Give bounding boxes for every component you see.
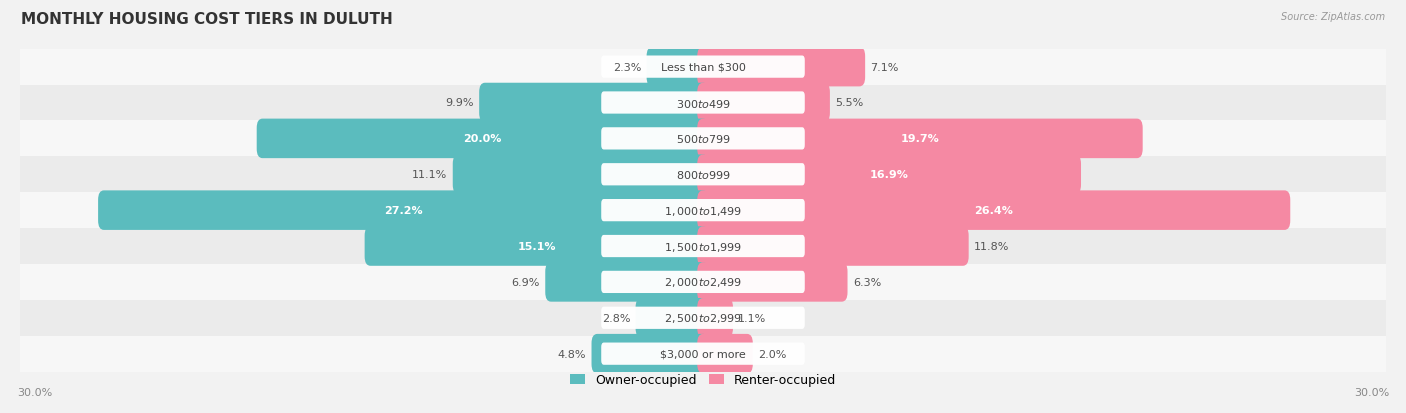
Text: 9.9%: 9.9% bbox=[446, 98, 474, 108]
Text: MONTHLY HOUSING COST TIERS IN DULUTH: MONTHLY HOUSING COST TIERS IN DULUTH bbox=[21, 12, 392, 27]
Bar bbox=[20, 336, 1386, 372]
Text: 6.3%: 6.3% bbox=[853, 277, 882, 287]
FancyBboxPatch shape bbox=[602, 92, 804, 114]
FancyBboxPatch shape bbox=[697, 191, 1291, 230]
FancyBboxPatch shape bbox=[697, 298, 733, 338]
FancyBboxPatch shape bbox=[602, 56, 804, 78]
Bar bbox=[20, 50, 1386, 85]
Text: 30.0%: 30.0% bbox=[17, 387, 52, 397]
Text: 4.8%: 4.8% bbox=[558, 349, 586, 359]
Text: Less than $300: Less than $300 bbox=[661, 62, 745, 72]
Text: 15.1%: 15.1% bbox=[517, 242, 555, 252]
Text: 16.9%: 16.9% bbox=[870, 170, 908, 180]
FancyBboxPatch shape bbox=[592, 334, 709, 373]
FancyBboxPatch shape bbox=[647, 48, 709, 87]
Text: 27.2%: 27.2% bbox=[384, 206, 423, 216]
Text: $1,000 to $1,499: $1,000 to $1,499 bbox=[664, 204, 742, 217]
Text: 2.0%: 2.0% bbox=[758, 349, 786, 359]
Text: Source: ZipAtlas.com: Source: ZipAtlas.com bbox=[1281, 12, 1385, 22]
Text: 11.8%: 11.8% bbox=[974, 242, 1010, 252]
Bar bbox=[20, 85, 1386, 121]
Text: $1,500 to $1,999: $1,500 to $1,999 bbox=[664, 240, 742, 253]
FancyBboxPatch shape bbox=[697, 227, 969, 266]
Text: 6.9%: 6.9% bbox=[512, 277, 540, 287]
FancyBboxPatch shape bbox=[602, 164, 804, 186]
Bar bbox=[20, 121, 1386, 157]
Bar bbox=[20, 300, 1386, 336]
Text: 26.4%: 26.4% bbox=[974, 206, 1014, 216]
FancyBboxPatch shape bbox=[602, 271, 804, 293]
FancyBboxPatch shape bbox=[602, 128, 804, 150]
FancyBboxPatch shape bbox=[257, 119, 709, 159]
FancyBboxPatch shape bbox=[602, 235, 804, 258]
FancyBboxPatch shape bbox=[636, 298, 709, 338]
FancyBboxPatch shape bbox=[479, 83, 709, 123]
Bar bbox=[20, 228, 1386, 264]
FancyBboxPatch shape bbox=[364, 227, 709, 266]
FancyBboxPatch shape bbox=[697, 334, 752, 373]
Bar bbox=[20, 264, 1386, 300]
Text: 7.1%: 7.1% bbox=[870, 62, 898, 72]
Text: $3,000 or more: $3,000 or more bbox=[661, 349, 745, 359]
Text: 2.8%: 2.8% bbox=[602, 313, 630, 323]
FancyBboxPatch shape bbox=[697, 119, 1143, 159]
Text: 19.7%: 19.7% bbox=[901, 134, 939, 144]
Bar bbox=[20, 157, 1386, 193]
Legend: Owner-occupied, Renter-occupied: Owner-occupied, Renter-occupied bbox=[565, 368, 841, 391]
Text: $2,000 to $2,499: $2,000 to $2,499 bbox=[664, 276, 742, 289]
FancyBboxPatch shape bbox=[697, 263, 848, 302]
Text: 1.1%: 1.1% bbox=[738, 313, 766, 323]
FancyBboxPatch shape bbox=[697, 48, 865, 87]
Text: 20.0%: 20.0% bbox=[464, 134, 502, 144]
FancyBboxPatch shape bbox=[602, 307, 804, 329]
Text: $2,500 to $2,999: $2,500 to $2,999 bbox=[664, 311, 742, 325]
FancyBboxPatch shape bbox=[697, 155, 1081, 195]
FancyBboxPatch shape bbox=[453, 155, 709, 195]
FancyBboxPatch shape bbox=[546, 263, 709, 302]
Text: 2.3%: 2.3% bbox=[613, 62, 641, 72]
FancyBboxPatch shape bbox=[697, 83, 830, 123]
Text: 11.1%: 11.1% bbox=[412, 170, 447, 180]
Bar bbox=[20, 193, 1386, 228]
Text: $500 to $799: $500 to $799 bbox=[675, 133, 731, 145]
FancyBboxPatch shape bbox=[602, 343, 804, 365]
Text: 5.5%: 5.5% bbox=[835, 98, 863, 108]
Text: $800 to $999: $800 to $999 bbox=[675, 169, 731, 181]
Text: $300 to $499: $300 to $499 bbox=[675, 97, 731, 109]
FancyBboxPatch shape bbox=[98, 191, 709, 230]
Text: 30.0%: 30.0% bbox=[1354, 387, 1389, 397]
FancyBboxPatch shape bbox=[602, 199, 804, 222]
